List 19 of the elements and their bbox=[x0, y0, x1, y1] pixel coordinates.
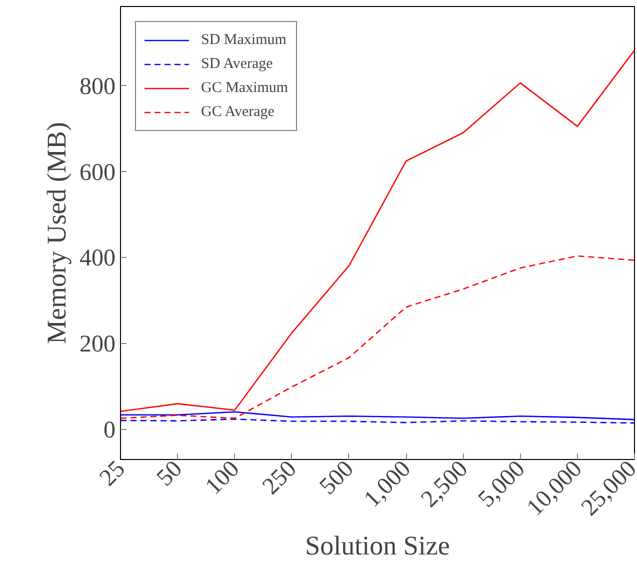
y-axis-title: Memory Used (MB) bbox=[42, 122, 72, 344]
line-series bbox=[120, 50, 634, 412]
y-tick-label: 600 bbox=[80, 160, 116, 186]
y-tick-label: 800 bbox=[80, 74, 116, 100]
line-series bbox=[120, 411, 634, 420]
y-tick-label: 200 bbox=[80, 332, 116, 358]
y-tick-label: 400 bbox=[80, 246, 116, 272]
y-tick-label: 0 bbox=[104, 417, 116, 444]
x-tick-label: 250 bbox=[258, 456, 302, 500]
x-tick-label: 50 bbox=[152, 456, 188, 492]
x-axis-title: Solution Size bbox=[305, 530, 450, 560]
legend-label: SD Average bbox=[201, 56, 273, 72]
legend-label: GC Average bbox=[201, 104, 274, 120]
legend-label: SD Maximum bbox=[201, 32, 286, 48]
legend-label: GC Maximum bbox=[201, 80, 288, 96]
line-series bbox=[120, 255, 634, 419]
x-tick-label: 500 bbox=[315, 456, 359, 500]
x-tick-label: 25 bbox=[95, 456, 130, 492]
x-tick-label: 100 bbox=[200, 456, 245, 500]
